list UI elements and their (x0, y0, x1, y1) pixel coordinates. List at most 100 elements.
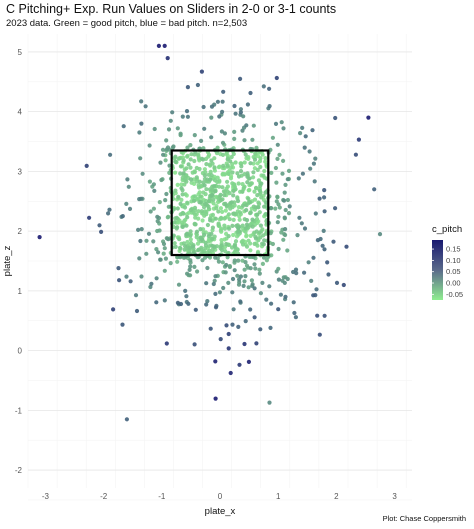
data-point (225, 184, 230, 189)
legend-tick-label: 0.00 (446, 279, 461, 288)
data-point (205, 299, 210, 304)
data-point (184, 166, 189, 171)
data-point (191, 198, 197, 203)
data-point (286, 168, 292, 173)
data-point (230, 322, 235, 327)
data-point (198, 227, 203, 232)
data-point (180, 114, 185, 119)
data-point (235, 195, 240, 200)
data-point (205, 265, 210, 271)
data-point (294, 271, 299, 276)
data-point (233, 160, 238, 165)
x-tick-label: 0 (218, 492, 223, 501)
data-point (246, 196, 251, 201)
data-point (216, 259, 221, 264)
legend-tick-labels: 0.15 0.10 0.05 0.00 -0.05 (432, 245, 463, 299)
data-point (180, 192, 185, 197)
data-point (134, 308, 140, 314)
data-point (146, 231, 152, 236)
data-point (302, 145, 307, 150)
data-point (193, 215, 198, 220)
data-point (203, 243, 209, 248)
data-point (149, 281, 154, 286)
data-point (202, 167, 207, 172)
data-point (194, 175, 199, 180)
data-point (214, 206, 219, 211)
data-point (267, 284, 272, 289)
data-point (200, 258, 205, 263)
data-point (257, 271, 262, 276)
data-point (166, 127, 172, 132)
data-point (248, 161, 253, 166)
data-point (238, 274, 243, 279)
data-point (184, 109, 190, 114)
data-point (218, 244, 223, 249)
data-point (167, 170, 172, 175)
data-point (158, 257, 163, 262)
data-point (220, 209, 225, 214)
data-point (299, 221, 304, 226)
data-point (287, 204, 292, 209)
data-point (263, 156, 268, 161)
data-point (252, 197, 258, 202)
data-point (177, 237, 182, 242)
data-point (175, 126, 180, 131)
data-point (255, 167, 260, 172)
data-point (263, 211, 268, 217)
data-point (218, 206, 223, 211)
data-point (313, 156, 318, 161)
strike-zone (170, 149, 270, 257)
data-point (237, 217, 242, 222)
data-point (209, 135, 214, 140)
data-point (312, 179, 317, 184)
data-point (156, 250, 161, 255)
data-point (240, 189, 245, 194)
data-point (281, 237, 286, 242)
data-point (253, 266, 258, 271)
data-point (274, 180, 279, 185)
data-point (243, 274, 248, 279)
data-point (282, 198, 287, 203)
data-point (275, 142, 280, 147)
data-point (322, 188, 327, 193)
data-point (242, 267, 247, 272)
data-point (188, 237, 193, 242)
data-point (209, 115, 214, 120)
data-point (223, 201, 228, 206)
data-point (282, 280, 287, 285)
data-point (221, 285, 226, 291)
data-point (197, 200, 202, 205)
data-point (124, 274, 129, 279)
data-point (293, 315, 298, 320)
data-point (176, 156, 181, 161)
data-point (185, 239, 190, 245)
data-point (252, 262, 257, 267)
data-point (175, 206, 180, 211)
data-point (201, 104, 206, 110)
data-point (157, 228, 162, 233)
data-point (248, 211, 253, 216)
chart-subtitle: 2023 data. Green = good pitch, blue = ba… (6, 18, 248, 29)
data-point (166, 237, 171, 242)
data-point (281, 126, 286, 131)
data-point (222, 223, 227, 228)
data-point (199, 69, 204, 74)
data-point (222, 216, 227, 221)
data-point (226, 331, 231, 337)
data-point (204, 162, 209, 167)
data-point (99, 229, 104, 234)
data-point (269, 301, 274, 306)
data-point (185, 145, 190, 150)
data-point (197, 190, 202, 195)
data-point (152, 188, 157, 193)
data-point (212, 165, 217, 170)
data-point (273, 165, 278, 171)
data-point (231, 193, 236, 198)
data-points (37, 43, 383, 422)
x-tick-label: 2 (334, 492, 339, 501)
data-point (185, 154, 190, 159)
data-point (225, 255, 230, 260)
data-point (106, 211, 111, 216)
data-point (162, 268, 167, 273)
data-point (187, 245, 192, 250)
